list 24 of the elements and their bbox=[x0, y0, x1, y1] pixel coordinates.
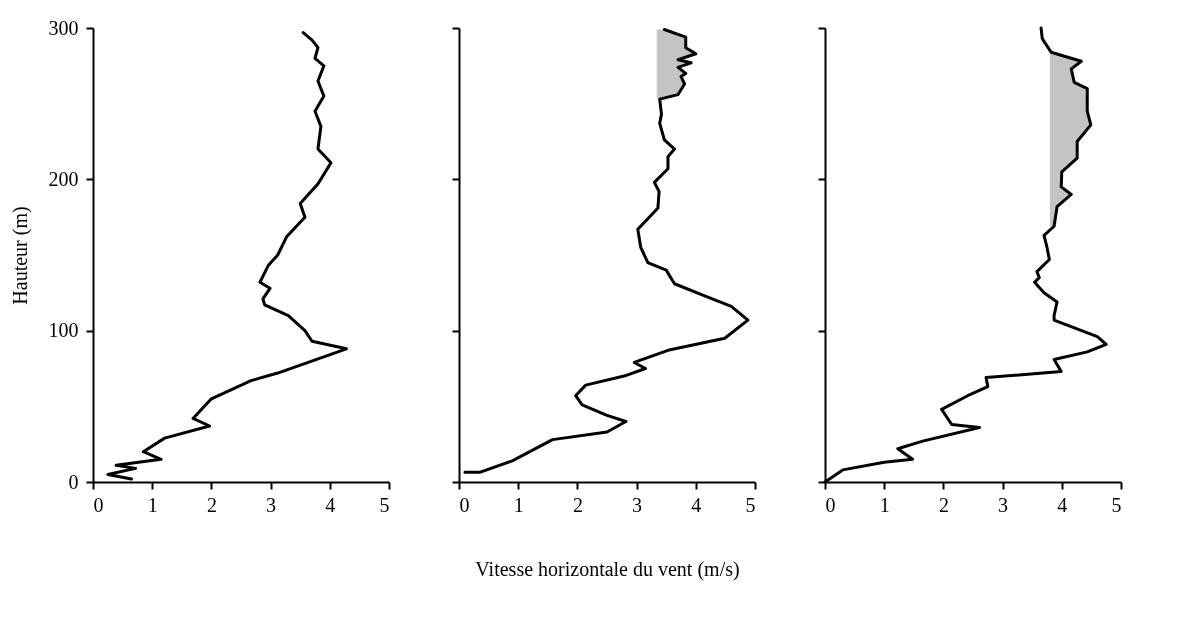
x-tick-label: 2 bbox=[206, 493, 217, 516]
x-tick-label: 0 bbox=[825, 493, 836, 516]
x-tick-label: 4 bbox=[1057, 493, 1068, 516]
x-tick-label: 0 bbox=[459, 493, 470, 516]
y-tick-label: 300 bbox=[48, 16, 79, 39]
x-tick-label: 2 bbox=[572, 493, 583, 516]
y-tick-label: 200 bbox=[48, 167, 79, 190]
y-axis-title: Hauteur (m) bbox=[8, 206, 32, 305]
x-tick-label: 2 bbox=[938, 493, 949, 516]
x-tick-label: 5 bbox=[745, 493, 756, 516]
x-tick-label: 5 bbox=[379, 493, 390, 516]
x-tick-label: 3 bbox=[266, 493, 277, 516]
x-tick-label: 1 bbox=[879, 493, 890, 516]
x-tick-label: 5 bbox=[1111, 493, 1122, 516]
x-tick-label: 1 bbox=[147, 493, 158, 516]
x-tick-label: 1 bbox=[513, 493, 524, 516]
x-tick-label: 3 bbox=[632, 493, 643, 516]
x-tick-label: 4 bbox=[325, 493, 336, 516]
y-tick-label: 100 bbox=[48, 319, 79, 342]
x-tick-label: 4 bbox=[691, 493, 702, 516]
x-tick-label: 3 bbox=[998, 493, 1009, 516]
x-tick-label: 0 bbox=[93, 493, 104, 516]
y-tick-label: 0 bbox=[68, 470, 79, 493]
x-axis-title: Vitesse horizontale du vent (m/s) bbox=[475, 557, 740, 581]
